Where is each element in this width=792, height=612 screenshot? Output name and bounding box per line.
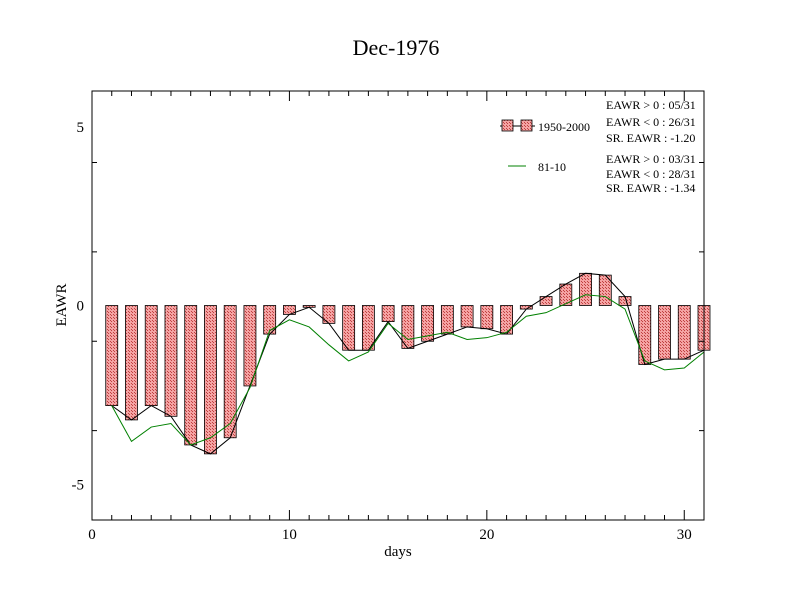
y-tick-label-0: 0 [77,299,85,315]
stat-1950-pos: EAWR > 0 : 05/31 [606,98,696,112]
bar-day-30 [677,305,691,360]
bar-day-7 [223,305,237,439]
legend-bar-swatch [500,119,535,132]
y-tick-label-5: 5 [77,120,85,136]
bar-day-21 [500,305,513,335]
ticks-layer: 0 10 20 30 -5 0 5 [72,91,705,543]
bar-day-19 [460,305,474,328]
bar-day-2 [125,305,138,421]
y-tick-label--5: -5 [72,477,85,493]
legend-label-1950-2000: 1950-2000 [538,120,590,134]
y-axis-label: EAWR [54,284,70,327]
bar-day-20 [480,305,494,330]
bar-day-5 [184,305,198,446]
x-tick-label-30: 30 [677,527,692,543]
chart-title: Dec-1976 [353,35,440,60]
bar-day-25 [579,272,592,306]
bar-day-6 [204,305,217,455]
bar-day-3 [144,305,158,406]
stat-1950-sr: SR. EAWR : -1.20 [606,131,695,145]
bar-day-13 [342,305,356,351]
x-tick-label-10: 10 [282,527,297,543]
stat-1950-neg: EAWR < 0 : 26/31 [606,115,696,129]
stat-8110-pos: EAWR > 0 : 03/31 [606,152,696,166]
x-tick-label-20: 20 [479,527,494,543]
bar-day-23 [539,296,553,306]
stat-8110-neg: EAWR < 0 : 28/31 [606,167,696,181]
stats-block: EAWR > 0 : 05/31 EAWR < 0 : 26/31 SR. EA… [606,98,696,195]
bar-day-15 [381,305,395,322]
stat-8110-sr: SR. EAWR : -1.34 [606,181,695,195]
bar-day-1 [105,305,119,406]
lines-layer [111,272,705,455]
x-tick-label-0: 0 [88,527,96,543]
bar-day-4 [164,305,178,417]
bar-day-28 [638,305,652,365]
series-line-1950-2000 [111,272,705,455]
legend-label-81-10: 81-10 [538,160,566,174]
bars-layer [105,272,711,455]
x-axis-label: days [384,544,412,560]
bar-day-18 [440,305,454,335]
plot-frame [91,90,705,521]
series-line-81-10 [111,294,705,446]
bar-day-29 [658,305,671,360]
bar-day-12 [322,305,336,324]
legend: 1950-2000 81-10 [500,119,590,174]
